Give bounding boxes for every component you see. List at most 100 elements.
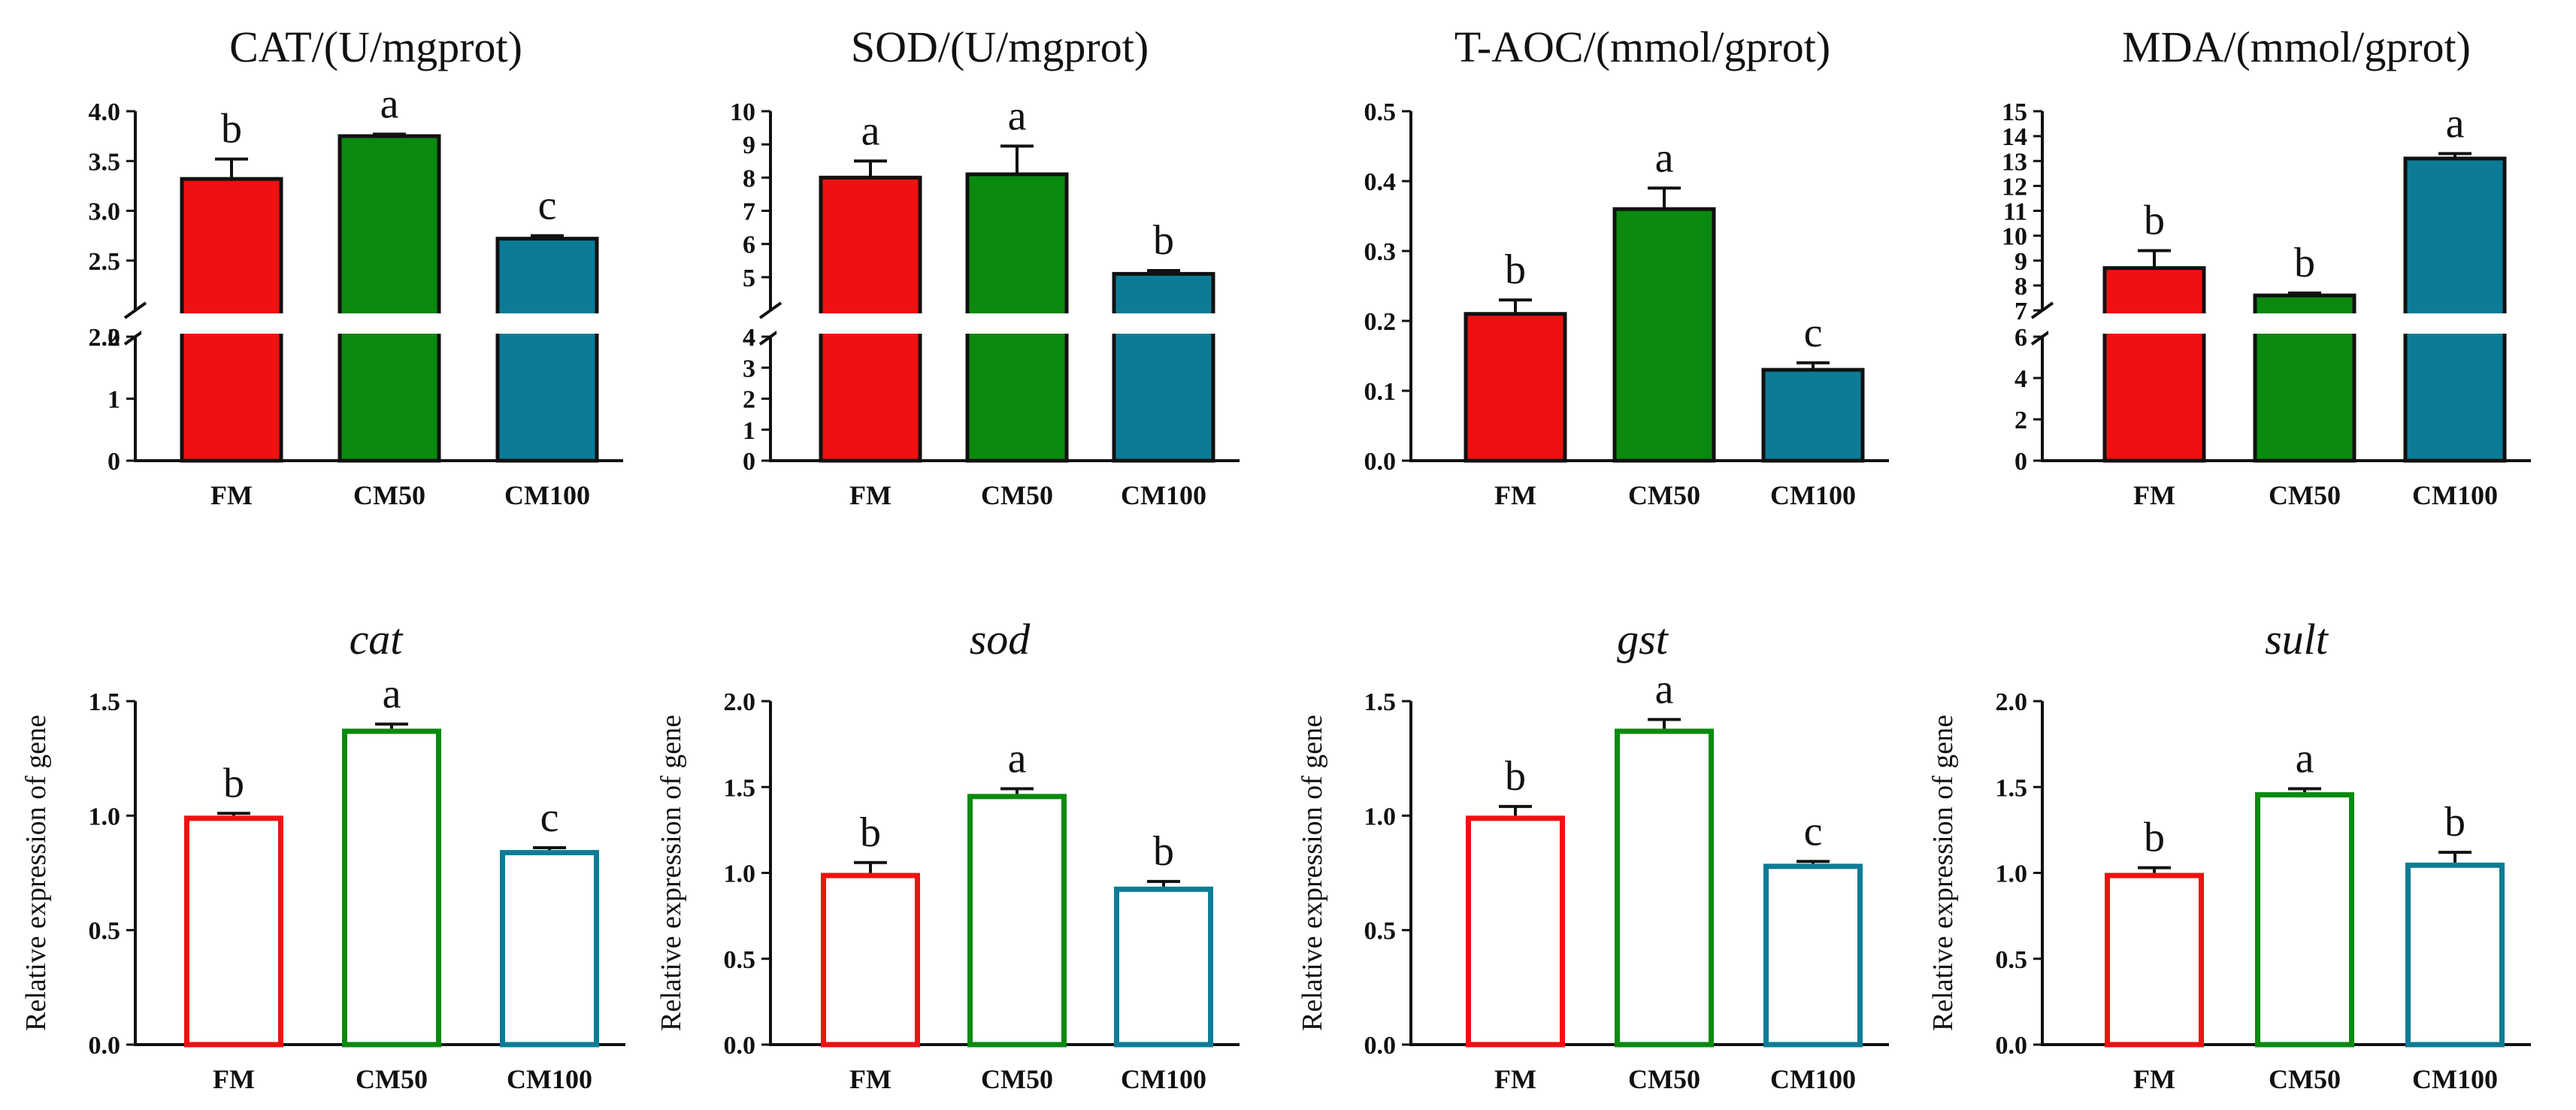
- bar-cm100: [2405, 862, 2505, 1048]
- bar-fm: [1464, 312, 1567, 463]
- y-tick-label: 3.0: [89, 198, 121, 226]
- x-tick-label: CM100: [2412, 480, 2498, 510]
- bar-cm50: [342, 728, 441, 1048]
- y-tick-label: 2.0: [724, 688, 756, 716]
- y-tick-label: 1.0: [89, 803, 121, 830]
- x-tick-label: CM100: [1121, 480, 1206, 510]
- y-tick-label: 0.3: [1364, 238, 1397, 266]
- bar-cm50: [1612, 207, 1716, 463]
- y-tick-label: 2: [743, 386, 755, 414]
- axis-break-mark: [758, 301, 782, 319]
- x-tick-label: CM50: [2269, 480, 2341, 510]
- panel-title: CAT/(U/mgprot): [229, 23, 522, 71]
- x-tick-label: CM100: [1770, 1064, 1856, 1094]
- y-axis-label: Relative expression of gene: [655, 715, 687, 1031]
- y-tick-label: 0.0: [1364, 448, 1397, 476]
- significance-letter: a: [383, 670, 401, 717]
- y-tick-label: 2.5: [89, 248, 121, 276]
- y-axis-label: Relative expression of gene: [20, 715, 52, 1031]
- y-tick-label: 15: [2002, 98, 2027, 126]
- panel-1: CAT/(U/mgprot) 0 1 22.0 2.5 3.0 3.5 4.0 b FM a CM50…: [89, 23, 623, 510]
- significance-letter: c: [1804, 808, 1823, 854]
- x-tick-label: FM: [213, 1064, 255, 1094]
- y-tick-label: 2.0: [89, 324, 121, 352]
- significance-letter: b: [1505, 753, 1526, 800]
- y-tick-label: 3: [743, 355, 755, 383]
- y-tick-label: 13: [2002, 148, 2027, 176]
- x-tick-label: CM50: [981, 480, 1053, 510]
- panel-7: gst Relative expression of gene 0.0 0.5 1.0 1…: [1297, 615, 1889, 1094]
- significance-letter: b: [1505, 246, 1526, 293]
- y-tick-label: 1.5: [89, 688, 121, 716]
- panel-3: T-AOC/(mmol/gprot) 0.0 0.1 0.2 0.3 0.4 0.5 b FM a…: [1364, 23, 1889, 510]
- axis-break-mark: [123, 301, 147, 319]
- y-tick-label: 5: [743, 265, 755, 292]
- bar-cm50: [1615, 728, 1714, 1048]
- y-tick-label: 0.0: [724, 1032, 756, 1060]
- bar-fm: [1466, 815, 1565, 1048]
- y-tick-label: 1.0: [1996, 860, 2028, 888]
- bar-cm50: [967, 794, 1067, 1048]
- x-tick-label: CM100: [504, 480, 590, 510]
- y-tick-label: 2: [2014, 407, 2027, 434]
- bar-cm50: [2255, 792, 2354, 1048]
- significance-letter: a: [1008, 736, 1027, 782]
- bar-cm100: [1112, 271, 1215, 463]
- y-tick-label: 1.0: [1364, 803, 1397, 830]
- significance-letter: c: [1804, 310, 1823, 356]
- significance-letter: b: [2144, 198, 2165, 244]
- panel-title: cat: [350, 615, 404, 664]
- bar-cm100: [2403, 156, 2507, 463]
- y-tick-label: 0.2: [1364, 308, 1397, 336]
- y-tick-label: 0.0: [1364, 1032, 1397, 1060]
- y-tick-label: 0.4: [1364, 168, 1397, 196]
- y-tick-label: 0.5: [1996, 946, 2028, 974]
- bar-cm100: [500, 850, 599, 1048]
- significance-letter: b: [223, 760, 244, 806]
- panel-title: sult: [2265, 615, 2329, 664]
- y-tick-label: 2.0: [1996, 688, 2028, 716]
- y-tick-label: 0.0: [1996, 1032, 2028, 1060]
- x-tick-label: CM100: [507, 1064, 592, 1094]
- y-tick-label: 0.5: [89, 918, 121, 945]
- panel-title: sod: [970, 615, 1031, 664]
- significance-letter: b: [2444, 799, 2466, 845]
- axis-break-gap: [776, 313, 1240, 334]
- y-tick-label: 1.5: [724, 774, 756, 802]
- significance-letter: a: [2446, 100, 2465, 147]
- y-tick-label: 1: [743, 417, 755, 445]
- significance-letter: a: [380, 80, 399, 127]
- x-tick-label: CM50: [981, 1064, 1053, 1094]
- significance-letter: b: [1153, 828, 1174, 875]
- panel-title: MDA/(mmol/gprot): [2122, 23, 2471, 71]
- x-tick-label: FM: [1494, 480, 1536, 510]
- y-tick-label: 1: [107, 386, 120, 414]
- y-tick-label: 0: [2014, 448, 2027, 476]
- x-tick-label: CM50: [353, 480, 425, 510]
- bar-fm: [821, 873, 920, 1048]
- x-tick-label: CM100: [1121, 1064, 1206, 1094]
- y-tick-label: 1.0: [724, 860, 756, 888]
- significance-letter: b: [860, 809, 881, 856]
- bar-cm100: [495, 237, 599, 463]
- axis-break-gap: [141, 313, 623, 334]
- y-tick-label: 3.5: [89, 148, 121, 176]
- significance-letter: a: [1008, 92, 1027, 139]
- panel-title: gst: [1617, 615, 1669, 664]
- panel-title: SOD/(U/mgprot): [851, 23, 1149, 71]
- y-tick-label: 12: [2002, 173, 2027, 201]
- panel-title: T-AOC/(mmol/gprot): [1454, 23, 1831, 71]
- significance-letter: a: [1655, 135, 1674, 181]
- bar-fm: [2105, 873, 2204, 1048]
- significance-letter: b: [1153, 217, 1174, 264]
- y-tick-label: 1.5: [1996, 774, 2028, 802]
- significance-letter: c: [540, 794, 559, 841]
- x-tick-label: FM: [2133, 480, 2175, 510]
- bar-cm100: [1763, 864, 1863, 1048]
- significance-letter: a: [2296, 736, 2314, 782]
- y-tick-label: 0.5: [1364, 918, 1397, 945]
- y-tick-label: 9: [2014, 248, 2027, 276]
- significance-letter: b: [2144, 815, 2165, 861]
